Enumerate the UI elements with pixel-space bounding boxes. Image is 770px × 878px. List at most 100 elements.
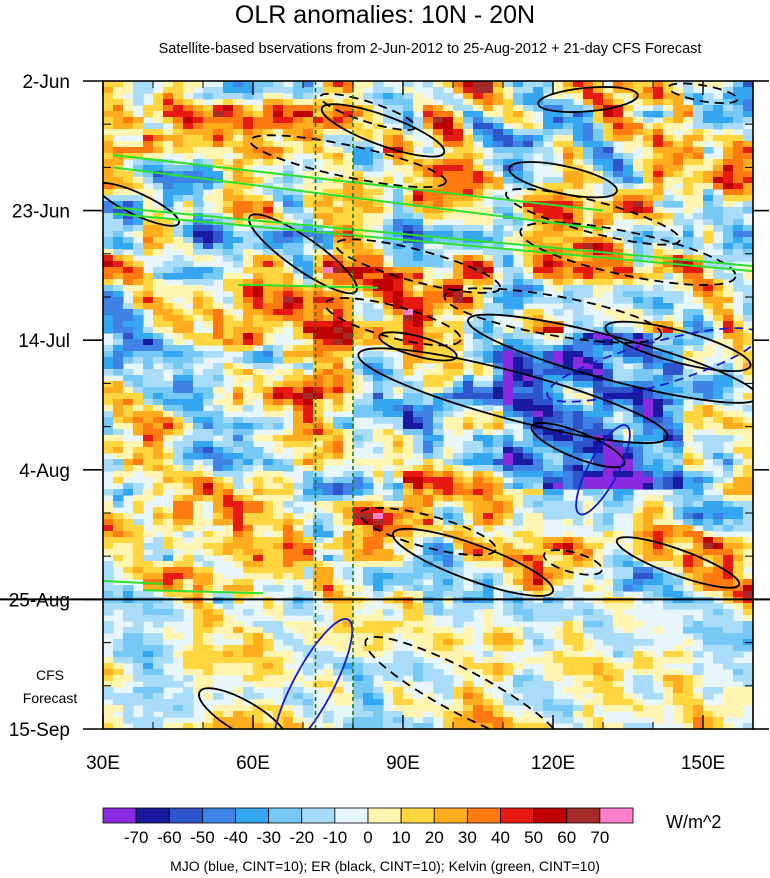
heatmap-cell <box>243 519 254 526</box>
heatmap-cell <box>183 471 194 478</box>
heatmap-cell <box>303 195 314 202</box>
heatmap-cell <box>693 201 704 208</box>
heatmap-cell <box>213 273 224 280</box>
heatmap-cell <box>273 417 284 424</box>
heatmap-cell <box>423 417 434 424</box>
heatmap-cell <box>653 573 664 580</box>
heatmap-cell <box>263 147 274 154</box>
heatmap-cell <box>533 339 544 346</box>
heatmap-cell <box>313 315 324 322</box>
heatmap-cell <box>203 375 214 382</box>
heatmap-cell <box>103 567 114 574</box>
heatmap-cell <box>563 147 574 154</box>
heatmap-cell <box>553 555 564 562</box>
heatmap-cell <box>473 411 484 418</box>
heatmap-cell <box>643 237 654 244</box>
heatmap-cell <box>573 423 584 430</box>
heatmap-cell <box>663 579 674 586</box>
heatmap-cell <box>423 537 434 544</box>
heatmap-cell <box>223 195 234 202</box>
heatmap-cell <box>293 111 304 118</box>
heatmap-cell <box>463 423 474 430</box>
heatmap-cell <box>253 285 264 292</box>
heatmap-cell <box>403 333 414 340</box>
heatmap-cell <box>623 501 634 508</box>
heatmap-cell <box>563 123 574 130</box>
heatmap-cell <box>503 549 514 556</box>
heatmap-cell <box>573 87 584 94</box>
heatmap-cell <box>583 405 594 412</box>
heatmap-cell <box>193 99 204 106</box>
heatmap-cell <box>443 405 454 412</box>
heatmap-cell <box>563 279 574 286</box>
heatmap-cell <box>683 87 694 94</box>
heatmap-cell <box>543 537 554 544</box>
heatmap-cell <box>543 129 554 136</box>
heatmap-cell <box>323 543 334 550</box>
heatmap-cell <box>633 189 644 196</box>
heatmap-cell <box>163 507 174 514</box>
heatmap-cell <box>243 477 254 484</box>
heatmap-cell <box>583 81 594 88</box>
heatmap-cell <box>723 165 734 172</box>
heatmap-cell <box>553 285 564 292</box>
heatmap-cell <box>363 105 374 112</box>
heatmap-cell <box>423 195 434 202</box>
heatmap-cell <box>313 411 324 418</box>
heatmap-cell <box>303 555 314 562</box>
heatmap-cell <box>603 153 614 160</box>
heatmap-cell <box>663 99 674 106</box>
heatmap-cell <box>173 477 184 484</box>
heatmap-cell <box>303 591 314 598</box>
heatmap-cell <box>733 603 744 610</box>
heatmap-cell <box>553 429 564 436</box>
heatmap-cell <box>703 165 714 172</box>
heatmap-cell <box>123 315 134 322</box>
heatmap-cell <box>613 477 624 484</box>
heatmap-cell <box>303 525 314 532</box>
heatmap-cell <box>173 291 184 298</box>
heatmap-cell <box>663 159 674 166</box>
heatmap-cell <box>193 159 204 166</box>
heatmap-cell <box>543 453 554 460</box>
heatmap-cell <box>603 393 614 400</box>
heatmap-cell <box>603 411 614 418</box>
heatmap-cell <box>203 609 214 616</box>
heatmap-cell <box>173 285 184 292</box>
heatmap-cell <box>393 333 404 340</box>
heatmap-cell <box>313 147 324 154</box>
heatmap-cell <box>243 465 254 472</box>
heatmap-cell <box>723 303 734 310</box>
heatmap-cell <box>313 171 324 178</box>
heatmap-cell <box>283 297 294 304</box>
heatmap-cell <box>403 273 414 280</box>
heatmap-cell <box>433 303 444 310</box>
heatmap-cell <box>663 459 674 466</box>
heatmap-cell <box>563 471 574 478</box>
heatmap-cell <box>363 147 374 154</box>
heatmap-cell <box>193 405 204 412</box>
heatmap-cell <box>593 441 604 448</box>
heatmap-cell <box>143 393 154 400</box>
heatmap-cell <box>103 561 114 568</box>
heatmap-cell <box>133 501 144 508</box>
heatmap-cell <box>503 207 514 214</box>
heatmap-cell <box>313 519 324 526</box>
heatmap-cell <box>513 267 524 274</box>
heatmap-cell <box>563 345 574 352</box>
heatmap-cell <box>303 411 314 418</box>
heatmap-cell <box>203 141 214 148</box>
heatmap-cell <box>603 579 614 586</box>
heatmap-cell <box>453 609 464 616</box>
heatmap-cell <box>493 495 504 502</box>
heatmap-cell <box>403 213 414 220</box>
heatmap-cell <box>433 387 444 394</box>
heatmap-cell <box>313 267 324 274</box>
heatmap-cell <box>113 447 124 454</box>
heatmap-cell <box>183 153 194 160</box>
heatmap-cell <box>423 201 434 208</box>
heatmap-cell <box>173 417 184 424</box>
heatmap-cell <box>263 543 274 550</box>
heatmap-cell <box>533 519 544 526</box>
heatmap-cell <box>703 375 714 382</box>
